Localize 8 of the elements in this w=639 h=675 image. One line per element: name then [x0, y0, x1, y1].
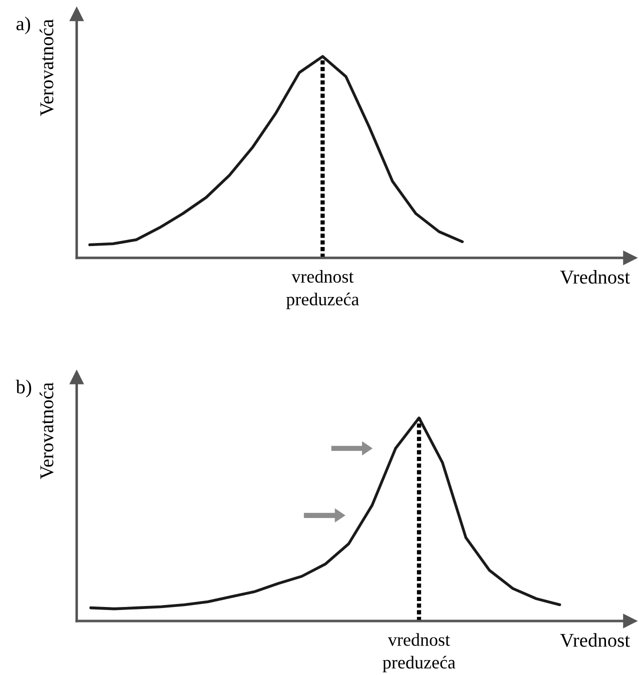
chart-title: b) — [16, 380, 32, 398]
text: vrednost preduzeća — [382, 633, 456, 672]
y-axis-title: Verovatnoća — [40, 382, 54, 480]
text: vrednost preduzeća — [286, 270, 359, 310]
chart-title: a) — [16, 16, 30, 34]
x-axis-title: Vrednost — [560, 270, 630, 284]
x-axis-title: Vrednost — [560, 633, 630, 647]
y-axis-title: Verovatnoća — [40, 19, 54, 116]
